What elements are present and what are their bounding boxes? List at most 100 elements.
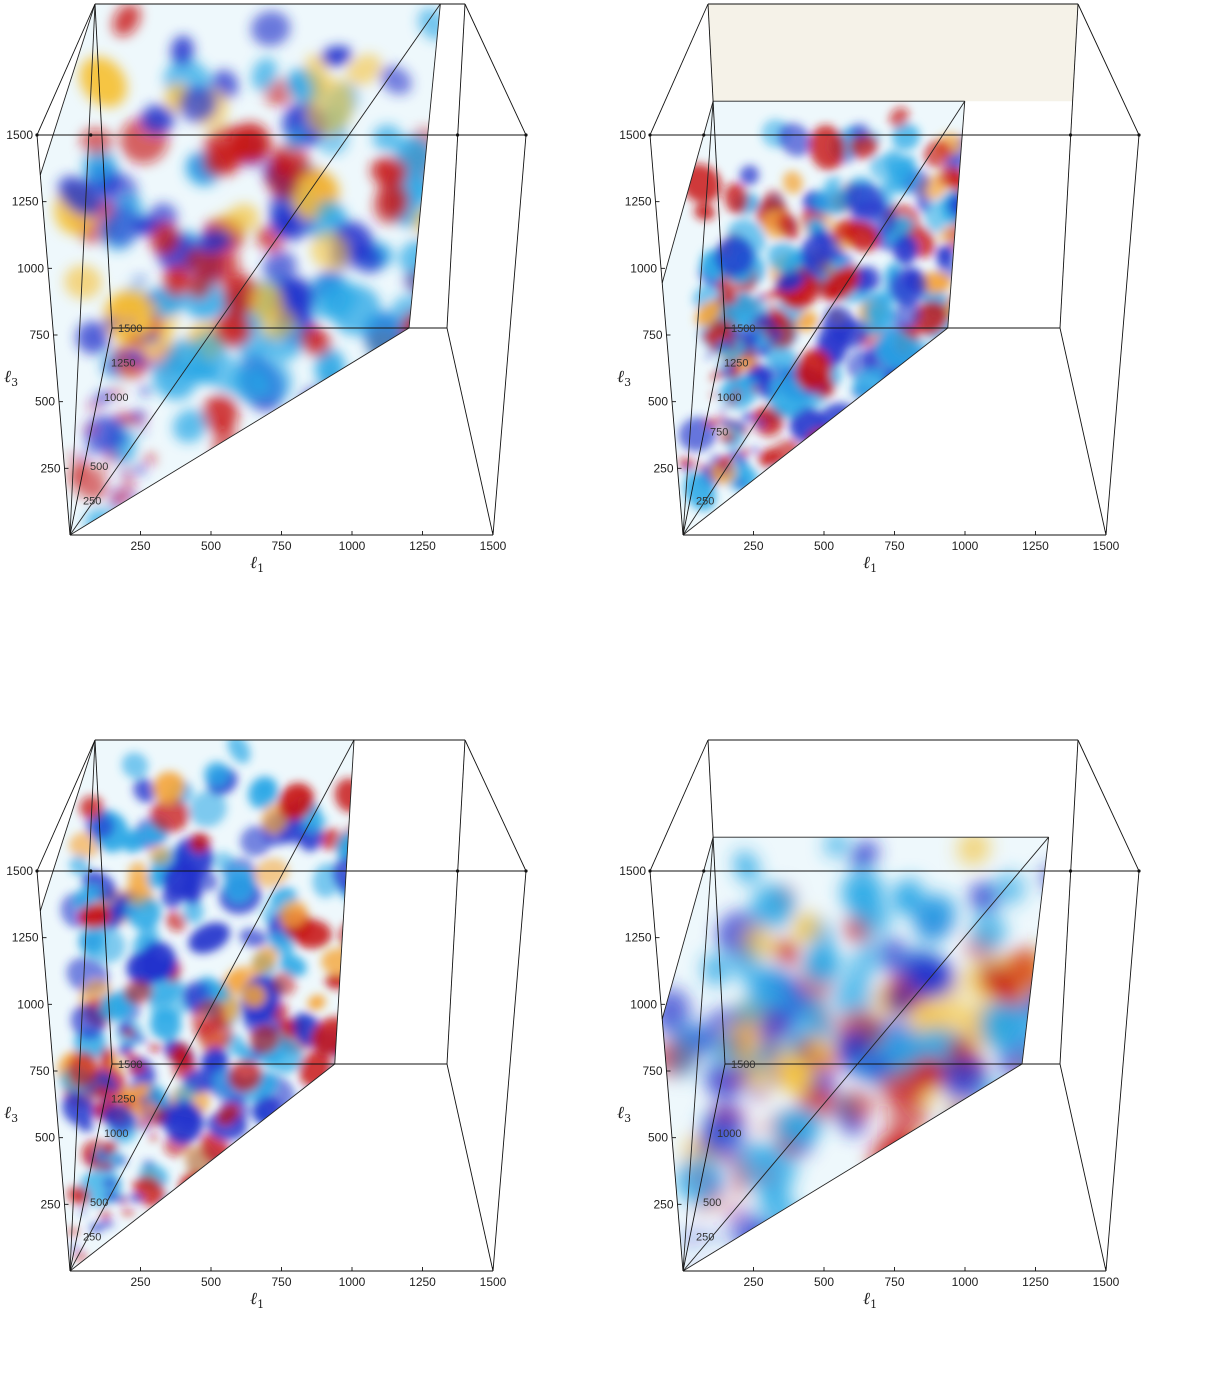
volume-ripple — [714, 1115, 730, 1120]
depth-tick-label: 1250 — [724, 358, 748, 370]
volume-blob — [342, 429, 390, 476]
volume-blob — [979, 964, 1009, 993]
box-edge — [682, 1063, 726, 1272]
volume-blob — [923, 382, 955, 409]
volume-blob — [172, 409, 207, 443]
y-tick-label: 1250 — [625, 195, 652, 209]
volume-ripple — [120, 1022, 130, 1032]
volume-blob — [822, 430, 851, 456]
volume-blob — [432, 229, 441, 252]
volume-ripple — [135, 1228, 147, 1233]
volume-ripple — [124, 468, 131, 476]
box-edge — [707, 3, 726, 329]
box-edge — [69, 327, 113, 536]
volume-ripple — [79, 1208, 87, 1214]
volume-blob — [184, 246, 227, 278]
wedge-edge — [69, 327, 410, 536]
volume-blob — [1048, 972, 1098, 1017]
volume-blob — [833, 975, 874, 1020]
depth-tick-label: 1000 — [717, 1128, 741, 1140]
volume-ripple — [690, 1171, 701, 1180]
y-axis-label: ℓ3 — [617, 367, 631, 389]
volume-blob — [835, 318, 868, 349]
volume-blob — [321, 279, 358, 320]
volume-blob — [823, 266, 860, 301]
volume-blob — [678, 417, 717, 452]
wedge-edge — [661, 101, 714, 284]
volume-ripple — [739, 1188, 748, 1199]
volume-blob — [180, 875, 202, 905]
volume-blob — [1038, 945, 1049, 997]
volume-blob — [837, 1030, 871, 1064]
volume-blob — [69, 855, 89, 876]
volume-blob — [741, 924, 775, 960]
volume-ripple — [756, 419, 765, 429]
x-tick-label: 750 — [884, 1275, 904, 1289]
volume-ripple — [131, 410, 146, 421]
volume-blob — [957, 451, 965, 489]
volume-ripple — [743, 339, 757, 347]
box-edge — [1059, 1063, 1107, 1272]
volume-ripple — [727, 398, 736, 405]
volume-blob — [391, 370, 441, 414]
x-tick-label: 250 — [130, 1275, 150, 1289]
volume-blob — [672, 1025, 702, 1054]
volume-blob — [782, 171, 803, 195]
chart-panel-1: 250 500 750 1000 1250 1500 250 500 750 1000 1250 15… — [0, 0, 613, 654]
volume-ripple — [744, 1208, 754, 1216]
volume-ripple — [113, 1195, 126, 1203]
volume-ripple — [102, 1161, 114, 1168]
box-marker — [35, 133, 39, 137]
volume-ripple — [733, 1042, 748, 1052]
y-tick-label: 500 — [648, 395, 668, 409]
volume-ripple — [767, 1049, 777, 1059]
x-tick-label: 1500 — [480, 539, 507, 553]
box-marker — [455, 133, 460, 137]
volume-blob — [201, 1047, 229, 1075]
volume-ripple — [710, 376, 717, 381]
volume-blob — [271, 143, 310, 180]
volume-ripple — [729, 1218, 737, 1228]
x-tick-label: 1250 — [1022, 1275, 1049, 1289]
y-tick-label: 250 — [40, 1197, 60, 1211]
volume-ripple — [144, 338, 160, 343]
volume-ripple — [710, 1038, 726, 1044]
y-tick-label: 500 — [35, 395, 55, 409]
volume-ripple — [730, 329, 740, 338]
volume-blob — [945, 1035, 977, 1062]
volume-blob — [893, 234, 918, 265]
box-edge — [1077, 739, 1140, 872]
x-tick-label: 250 — [743, 539, 763, 553]
volume-ripple — [87, 404, 101, 410]
volume-blob — [320, 1189, 350, 1225]
volume-blob — [946, 1196, 970, 1229]
volume-blob — [307, 994, 326, 1011]
box-edge — [649, 739, 709, 872]
y-tick-label: 1000 — [17, 997, 44, 1011]
volume-ripple — [126, 335, 140, 343]
x-tick-label: 1000 — [952, 1275, 979, 1289]
volume-ripple — [735, 1165, 748, 1176]
volume-ripple — [741, 1176, 750, 1184]
volume-ripple — [705, 419, 720, 427]
volume-blob — [812, 187, 852, 216]
volume-blob — [1035, 1053, 1049, 1102]
volume-ripple — [728, 1179, 744, 1189]
volume-blob — [251, 57, 278, 91]
volume-blob — [909, 1137, 955, 1165]
box-marker — [524, 133, 528, 137]
wedge-edge — [69, 3, 96, 536]
volume-blob — [150, 797, 190, 833]
volume-blob — [239, 928, 268, 948]
x-tick-label: 1500 — [1093, 539, 1120, 553]
y-axis-label: ℓ3 — [4, 367, 18, 389]
volume-blob — [924, 199, 950, 233]
volume-ripple — [91, 1160, 100, 1168]
box-edge — [36, 3, 96, 136]
wedge-edge — [39, 739, 96, 912]
wedge-edge — [682, 101, 714, 536]
depth-tick-label: 1250 — [111, 1094, 135, 1106]
volume-ripple — [144, 454, 156, 464]
box-marker — [702, 133, 706, 137]
volume-ripple — [137, 1096, 150, 1103]
